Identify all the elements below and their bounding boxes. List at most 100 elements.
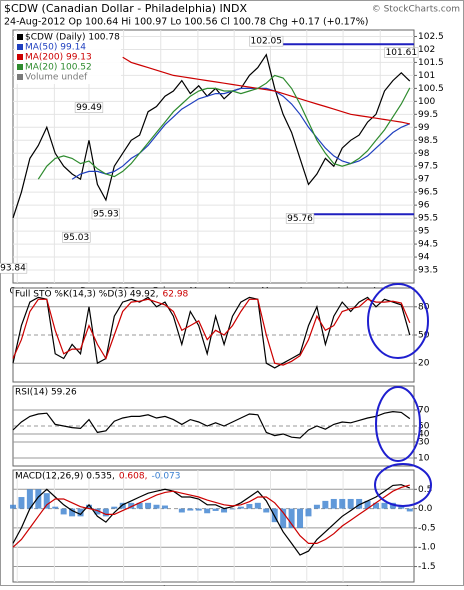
- y-tick-label: -1.0: [418, 543, 436, 553]
- histogram-bar: [381, 502, 388, 509]
- panel: [12, 469, 415, 583]
- y-tick-label: 96.5: [418, 188, 438, 198]
- series-line: [12, 484, 410, 548]
- highlight-ellipse: [367, 283, 429, 359]
- annotation-bg: [91, 208, 120, 220]
- histogram-bar: [10, 504, 16, 509]
- y-tick-label: 98.5: [418, 136, 438, 146]
- histogram-bar: [212, 508, 219, 511]
- annotation: 93.84: [0, 264, 26, 274]
- y-tick-label: 40: [418, 430, 430, 440]
- y-tick-label: 102.5: [418, 32, 444, 42]
- y-tick-label: 94: [418, 253, 430, 263]
- histogram-bar: [313, 504, 320, 509]
- histogram-bar: [237, 506, 244, 509]
- panels: 93.5 94 94.5 95 95.5 96 96.5 97 97.5 98 98.5 99 99.5…: [0, 29, 444, 590]
- annotation: 102.05: [251, 37, 283, 47]
- histogram-bar: [389, 502, 396, 509]
- histogram-bar: [204, 508, 211, 514]
- y-tick-label: 100.5: [418, 84, 444, 94]
- histogram-bar: [136, 502, 143, 509]
- annotation: 101.61: [386, 48, 418, 58]
- histogram-bar: [52, 506, 59, 509]
- histogram-bar: [406, 508, 413, 512]
- annotation-bg: [62, 232, 91, 243]
- histogram-bar: [119, 502, 126, 509]
- y-tick-label: 97.5: [418, 162, 438, 172]
- annotation-bg: [285, 213, 315, 224]
- y-tick-label: 70: [418, 406, 430, 416]
- title: $CDW (Canadian Dollar - Philadelphia) IN…: [4, 2, 247, 15]
- legend-label: MA(20) 100.52: [25, 63, 92, 73]
- histogram-bar: [339, 498, 346, 509]
- y-tick-label: 95: [418, 227, 429, 237]
- legend-label: Volume undef: [25, 73, 88, 83]
- histogram-bar: [330, 498, 337, 509]
- y-tick-label: 100: [418, 97, 435, 107]
- annotation: 95.76: [287, 214, 313, 224]
- series-line: [12, 484, 411, 556]
- series-line: [71, 87, 411, 180]
- y-tick-label: 97: [418, 175, 429, 185]
- legend-label: MACD(12,26,9) 0.535,: [15, 472, 115, 482]
- y-tick-label: 80: [418, 302, 430, 312]
- annotation: 95.03: [63, 233, 89, 243]
- histogram-bar: [161, 505, 168, 509]
- histogram-bar: [229, 508, 236, 510]
- legend-swatch: [17, 64, 23, 70]
- y-tick-label: 98: [418, 149, 430, 159]
- histogram-bar: [373, 502, 380, 509]
- y-tick-label: -0.5: [418, 523, 436, 533]
- histogram-bar: [77, 508, 84, 517]
- histogram-bar: [94, 508, 101, 515]
- quote: 24-Aug-2012 Op 100.64 Hi 100.97 Lo 100.5…: [4, 17, 369, 28]
- histogram-bar: [26, 489, 33, 509]
- panel: [12, 287, 415, 383]
- legend-swatch: [17, 34, 23, 40]
- histogram-bar: [322, 500, 329, 509]
- y-tick-label: 50: [418, 331, 430, 341]
- y-tick-label: 101: [418, 71, 435, 81]
- histogram-bar: [297, 508, 304, 528]
- legend-bg: [15, 32, 121, 84]
- y-tick-label: 0.5: [418, 485, 432, 495]
- panel: [12, 385, 415, 467]
- histogram-bar: [69, 508, 76, 517]
- highlight-ellipse: [374, 463, 432, 507]
- legend-label: 62.98: [163, 290, 189, 300]
- histogram-bar: [85, 504, 92, 509]
- histogram-bar: [398, 505, 405, 509]
- legend-label: $CDW (Daily) 100.78: [25, 33, 120, 43]
- y-tick-label: -1.5: [418, 562, 436, 572]
- histogram-bar: [153, 504, 160, 509]
- histogram-bar: [128, 502, 135, 509]
- y-tick-label: 99: [418, 123, 430, 133]
- histogram-bar: [43, 493, 50, 509]
- y-tick-label: 95.5: [418, 214, 438, 224]
- series-line: [12, 410, 411, 439]
- y-tick-label: 30: [418, 438, 430, 448]
- annotation: 95.93: [93, 209, 119, 219]
- legend-swatch: [17, 44, 23, 50]
- y-tick-label: 101.5: [418, 58, 444, 68]
- histogram-bar: [246, 503, 253, 509]
- series-line: [122, 56, 410, 125]
- y-tick-label: 10: [418, 454, 430, 464]
- series-line: [12, 53, 411, 219]
- y-tick-label: 0.0: [418, 504, 433, 514]
- legend-label: 0.608,: [119, 472, 148, 482]
- legend-label: Full STO %K(14,3) %D(3) 49.92,: [15, 290, 159, 300]
- series-line: [37, 74, 411, 180]
- histogram-bar: [305, 508, 312, 517]
- histogram-bar: [102, 508, 109, 517]
- source: © StockCharts.com: [372, 5, 460, 15]
- histogram-bar: [187, 508, 194, 511]
- histogram-bar: [280, 508, 287, 528]
- legend-label: MA(50) 99.14: [25, 43, 86, 53]
- histogram-bar: [356, 498, 363, 509]
- histogram-bar: [195, 508, 202, 511]
- y-tick-label: 94.5: [418, 240, 438, 250]
- legend-label: RSI(14) 59.26: [15, 388, 77, 398]
- legend-label: -0.073: [151, 472, 180, 482]
